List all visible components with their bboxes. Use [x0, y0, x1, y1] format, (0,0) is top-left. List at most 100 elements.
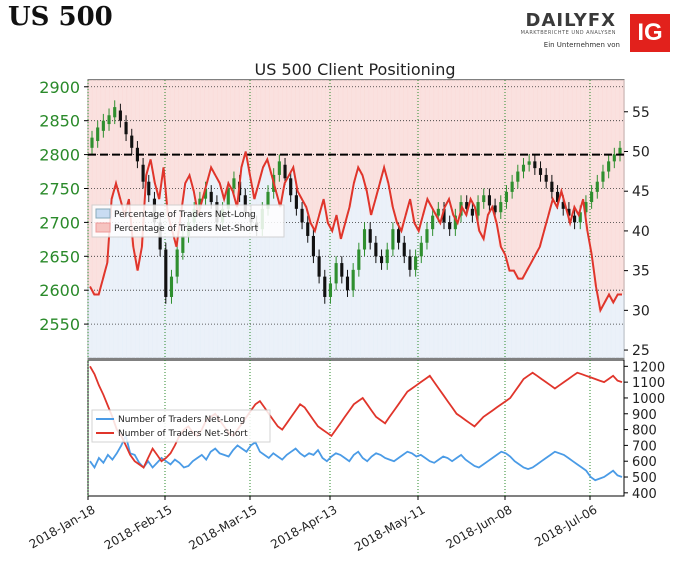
net-long-bar — [602, 302, 608, 358]
net-short-bar — [87, 80, 93, 287]
net-short-bar — [122, 80, 128, 216]
right-tick-label: 55 — [632, 105, 650, 121]
net-short-bar — [96, 80, 102, 295]
left-tick-label: 2550 — [39, 315, 80, 334]
candle-body — [476, 202, 480, 216]
net-short-bar — [537, 80, 543, 247]
net-short-bar — [411, 80, 417, 223]
net-long-bar — [91, 294, 97, 358]
net-long-bar — [187, 175, 192, 358]
candle-body — [306, 222, 310, 236]
net-long-bar — [541, 230, 547, 358]
net-short-bar — [381, 80, 387, 168]
net-short-bar — [273, 80, 279, 192]
net-long-bar — [528, 262, 534, 358]
net-long-bar — [139, 246, 145, 358]
candle-body — [357, 249, 361, 270]
net-short-bar — [498, 80, 504, 247]
net-short-bar — [433, 80, 439, 216]
net-short-bar — [563, 80, 569, 208]
net-short-bar — [520, 80, 525, 279]
candle-body — [397, 229, 401, 243]
net-short-bar — [282, 80, 288, 184]
x-tick-label: 2018-Mar-15 — [186, 502, 259, 552]
right-tick-label: 35 — [632, 264, 650, 280]
net-long-bar — [152, 183, 158, 358]
bottom-right-tick-label: 1100 — [632, 376, 665, 391]
top-legend: Percentage of Traders Net-Long Percentage… — [91, 204, 285, 238]
bottom-legend: Number of Traders Net-Long Number of Trad… — [91, 409, 271, 443]
net-long-bar — [571, 207, 577, 358]
net-long-bar — [563, 207, 569, 358]
net-long-bar — [204, 183, 210, 358]
candle-body — [141, 164, 145, 182]
candle-body — [317, 256, 321, 277]
net-long-bar — [135, 270, 141, 358]
net-long-bar — [550, 199, 556, 358]
candle-body — [96, 127, 100, 142]
net-short-bar — [191, 80, 197, 192]
net-long-bar — [385, 183, 391, 358]
candle-body — [391, 229, 395, 250]
net-short-bar — [385, 80, 391, 184]
net-long-bar — [589, 254, 595, 358]
chart-title: US 500 Client Positioning — [254, 60, 455, 79]
candle-body — [130, 135, 134, 148]
net-short-bar — [437, 80, 443, 223]
net-long-bar — [316, 215, 322, 358]
net-long-bar — [398, 230, 404, 358]
net-short-bar — [165, 80, 171, 216]
net-short-bar — [286, 80, 292, 176]
net-short-bar — [455, 80, 461, 223]
candle-body — [379, 256, 384, 264]
net-long-bar — [243, 151, 249, 358]
x-tick-label: 2018-Jan-18 — [27, 502, 98, 551]
net-long-bar — [251, 199, 257, 358]
net-long-bar — [286, 175, 292, 358]
candle-body — [538, 168, 543, 175]
net-short-bar — [597, 80, 603, 311]
net-long-bar — [338, 238, 344, 358]
net-long-bar — [524, 270, 530, 358]
net-short-bar — [148, 80, 154, 160]
net-short-bar — [347, 80, 352, 208]
net-long-bar — [143, 175, 149, 358]
net-long-bar — [238, 167, 244, 358]
left-tick-label: 2600 — [39, 281, 80, 300]
net-short-bar — [489, 80, 495, 208]
candle-body — [300, 208, 304, 223]
net-short-bar — [580, 80, 586, 200]
net-long-bar — [429, 207, 435, 358]
net-long-bar — [507, 270, 513, 358]
net-long-bar — [217, 183, 223, 358]
net-long-bar — [87, 286, 93, 358]
legend-label-count-long: Number of Traders Net-Long — [118, 415, 245, 425]
bottom-right-tick-label: 600 — [632, 455, 657, 470]
candle-body — [487, 195, 491, 206]
net-short-bar — [247, 80, 253, 176]
net-long-bar — [463, 215, 469, 358]
net-long-bar — [113, 183, 119, 358]
net-short-bar — [156, 80, 162, 200]
net-long-bar — [511, 270, 517, 358]
net-short-bar — [589, 80, 595, 255]
candle-body — [232, 178, 236, 189]
candle-body — [465, 202, 469, 209]
net-short-bar — [174, 80, 179, 247]
page-title: US 500 — [8, 2, 113, 32]
net-long-bar — [606, 294, 612, 358]
left-tick-label: 2850 — [39, 112, 80, 131]
net-short-bar — [269, 80, 275, 176]
net-short-bar — [299, 80, 305, 200]
right-tick-label: 50 — [632, 144, 650, 160]
candle-body — [374, 242, 378, 257]
net-short-bar — [450, 80, 456, 216]
candle-body — [573, 215, 577, 223]
candle-body — [504, 191, 509, 203]
net-short-bar — [373, 80, 378, 200]
net-short-bar — [446, 80, 452, 200]
candle-body — [113, 107, 117, 118]
net-short-bar — [459, 80, 465, 208]
bottom-right-tick-label: 400 — [632, 487, 657, 502]
net-long-bar — [256, 183, 262, 358]
